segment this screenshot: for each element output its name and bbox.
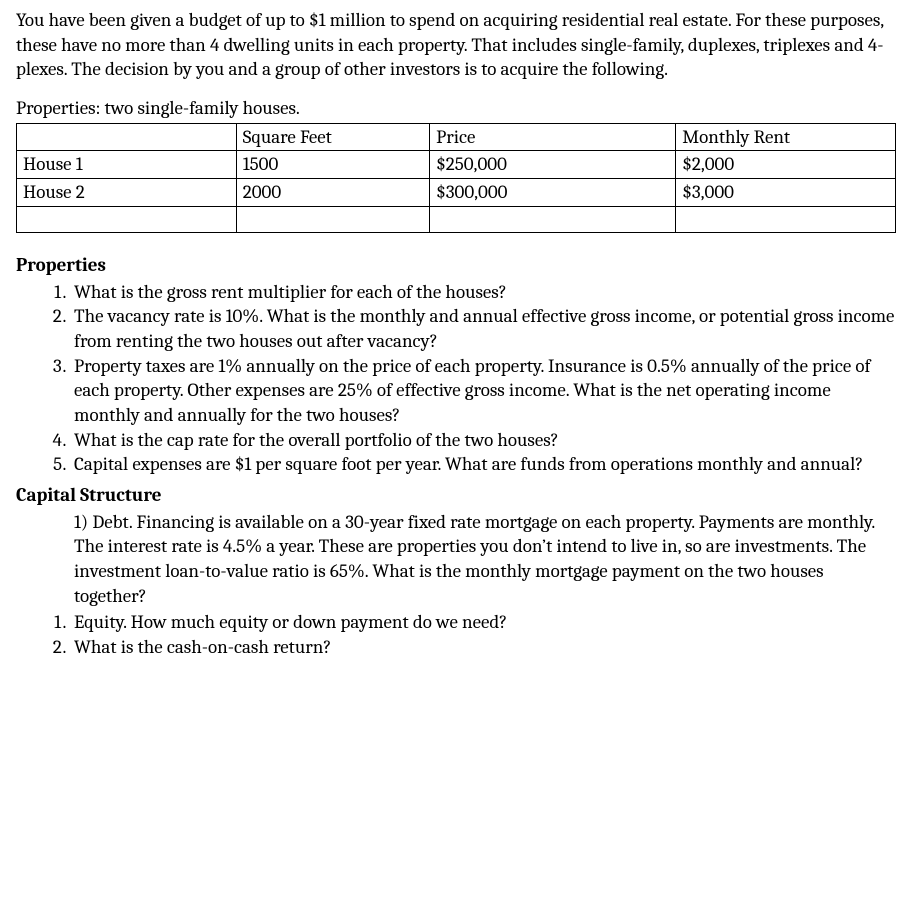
table-cell: $250,000: [430, 151, 676, 179]
table-header: [17, 123, 237, 151]
table-cell: [236, 206, 429, 232]
table-cell: House 1: [17, 151, 237, 179]
properties-table: Square Feet Price Monthly Rent House 1 1…: [16, 123, 896, 233]
properties-questions-list: What is the gross rent multiplier for ea…: [16, 280, 896, 478]
list-item: Capital expenses are $1 per square foot …: [70, 452, 896, 477]
table-cell: 2000: [236, 179, 429, 207]
section-title-properties: Properties: [16, 253, 896, 278]
capital-debt-paragraph: 1) Debt. Financing is available on a 30-…: [16, 510, 896, 609]
table-header: Monthly Rent: [676, 123, 896, 151]
table-cell: [430, 206, 676, 232]
table-cell: $3,000: [676, 179, 896, 207]
list-item: What is the gross rent multiplier for ea…: [70, 280, 896, 305]
table-cell: $300,000: [430, 179, 676, 207]
table-cell: House 2: [17, 179, 237, 207]
list-item: What is the cap rate for the overall por…: [70, 428, 896, 453]
list-item: Equity. How much equity or down payment …: [70, 610, 896, 635]
table-row: House 1 1500 $250,000 $2,000: [17, 151, 896, 179]
table-cell: 1500: [236, 151, 429, 179]
table-cell: $2,000: [676, 151, 896, 179]
table-cell: [676, 206, 896, 232]
capital-questions-list: Equity. How much equity or down payment …: [16, 610, 896, 659]
table-header-row: Square Feet Price Monthly Rent: [17, 123, 896, 151]
intro-paragraph: You have been given a budget of up to $1…: [16, 8, 896, 82]
table-header: Price: [430, 123, 676, 151]
section-title-capital: Capital Structure: [16, 483, 896, 508]
table-row: House 2 2000 $300,000 $3,000: [17, 179, 896, 207]
table-header: Square Feet: [236, 123, 429, 151]
list-item: The vacancy rate is 10%. What is the mon…: [70, 304, 896, 353]
table-cell: [17, 206, 237, 232]
list-item: Property taxes are 1% annually on the pr…: [70, 354, 896, 428]
properties-subhead: Properties: two single-family houses.: [16, 96, 896, 121]
table-row: [17, 206, 896, 232]
list-item: What is the cash-on-cash return?: [70, 635, 896, 660]
